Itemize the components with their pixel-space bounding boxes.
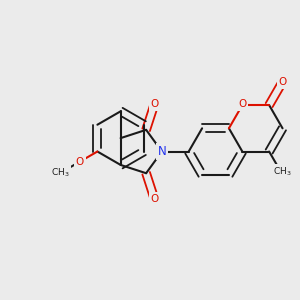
Text: O: O — [278, 77, 287, 87]
Text: O: O — [238, 99, 247, 109]
Text: O: O — [150, 99, 158, 109]
Text: CH$_3$: CH$_3$ — [273, 165, 292, 178]
Text: O: O — [76, 157, 84, 166]
Text: CH$_3$: CH$_3$ — [51, 167, 70, 179]
Text: N: N — [158, 145, 166, 158]
Text: O: O — [150, 194, 158, 204]
